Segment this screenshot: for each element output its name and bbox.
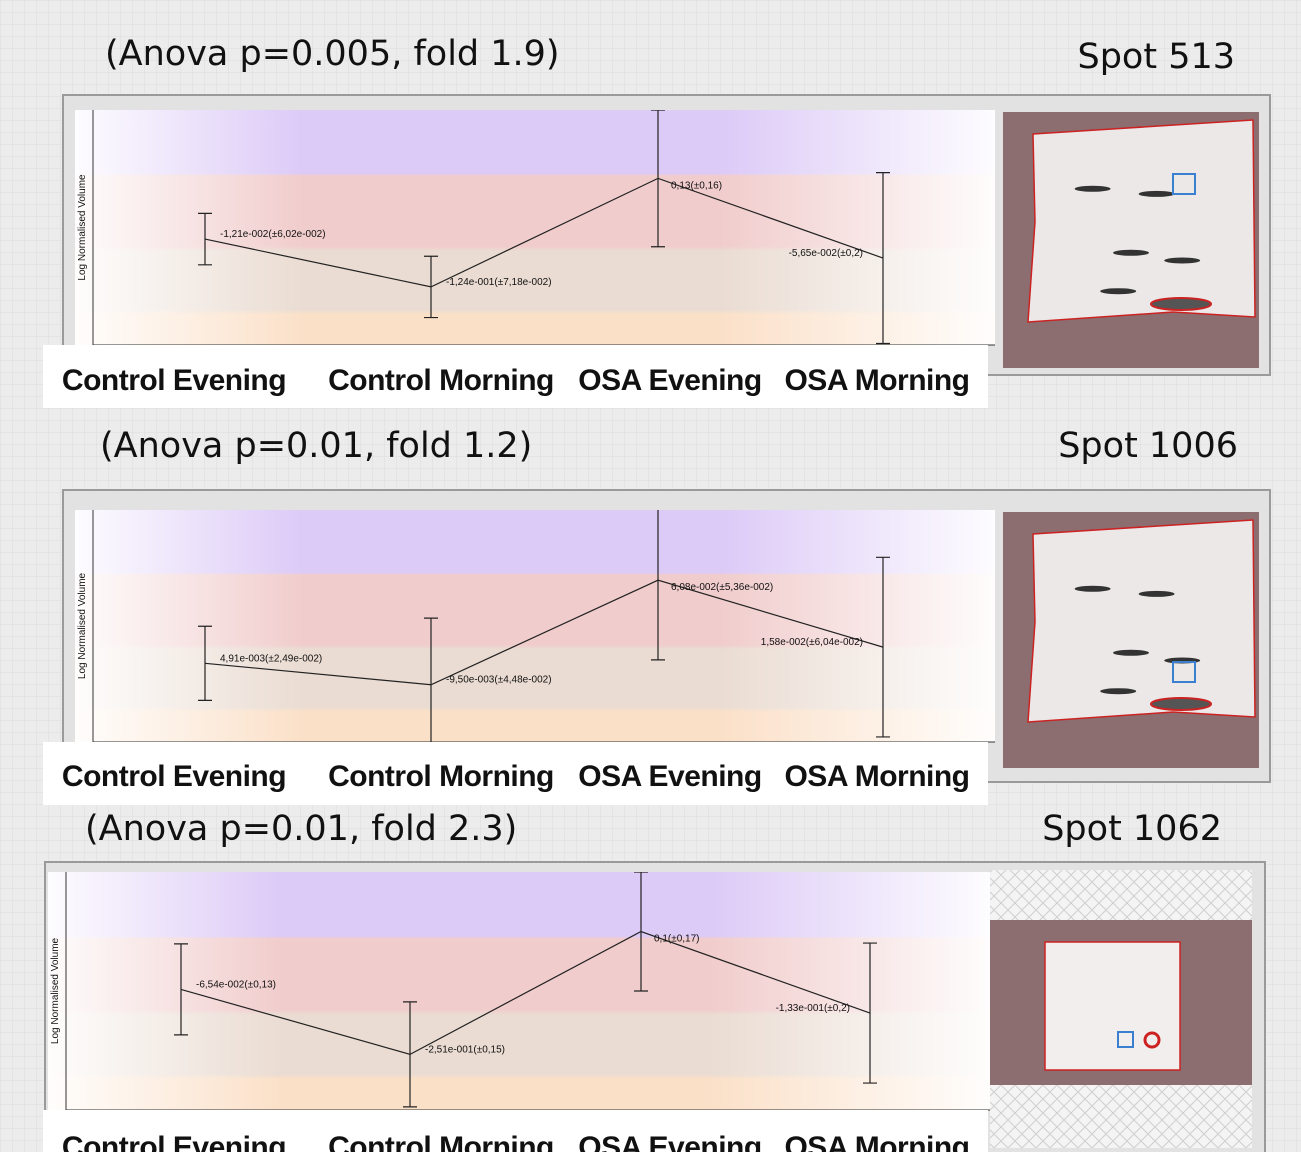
spot-label: Spot 1006: [1058, 426, 1238, 466]
x-tick-label: OSA Evening: [578, 1131, 761, 1152]
value-label: 1,58e-002(±6,04e-002): [761, 637, 863, 648]
x-tick-label: OSA Morning: [784, 364, 969, 397]
x-tick-label: Control Morning: [328, 1131, 554, 1152]
gel-spot: [1139, 191, 1175, 197]
value-label: -9,50e-003(±4,48e-002): [446, 675, 552, 686]
gel-spot: [1164, 257, 1200, 263]
plot-fade: [75, 510, 995, 742]
value-label: -5,65e-002(±0,2): [789, 248, 863, 259]
chart-title: (Anova p=0.005, fold 1.9): [105, 34, 560, 74]
value-label: 4,91e-003(±2,49e-002): [220, 653, 322, 664]
x-tick-label: Control Morning: [328, 364, 554, 397]
x-tick-label: Control Evening: [62, 364, 286, 397]
spot-label: Spot 1062: [1042, 809, 1222, 849]
y-axis-label: Log Normalised Volume: [77, 174, 88, 281]
chart-title: (Anova p=0.01, fold 1.2): [100, 426, 532, 466]
value-label: 6,08e-002(±5,36e-002): [671, 582, 773, 593]
gel-area: [1028, 120, 1255, 322]
plot-fade: [48, 872, 990, 1110]
gel-spot: [1075, 186, 1111, 192]
x-tick-label: Control Evening: [62, 1131, 286, 1152]
value-label: 0,1(±0,17): [654, 934, 700, 945]
gel-area: [1045, 942, 1180, 1070]
gel-spot: [1113, 650, 1149, 656]
x-tick-label: OSA Morning: [784, 1131, 969, 1152]
gel-spot: [1113, 250, 1149, 256]
x-tick-label: Control Morning: [328, 760, 554, 793]
gel-spot: [1139, 591, 1175, 597]
figure: Log Normalised Volume (Anova p=0.005, fol…: [0, 0, 1301, 1152]
gel-spot: [1100, 688, 1136, 694]
gel-spot: [1100, 288, 1136, 294]
x-tick-label: OSA Morning: [784, 760, 969, 793]
y-axis-label: Log Normalised Volume: [77, 572, 88, 679]
spot-marker: [1151, 698, 1211, 710]
chart-title: (Anova p=0.01, fold 2.3): [85, 809, 517, 849]
spot-marker: [1151, 298, 1211, 310]
gel-area: [1028, 520, 1255, 722]
value-label: -1,21e-002(±6,02e-002): [220, 229, 326, 240]
value-label: 0,13(±0,16): [671, 180, 722, 191]
y-axis-label: Log Normalised Volume: [50, 937, 61, 1044]
x-tick-label: OSA Evening: [578, 760, 761, 793]
value-label: -1,24e-001(±7,18e-002): [446, 277, 552, 288]
x-tick-label: Control Evening: [62, 760, 286, 793]
value-label: -2,51e-001(±0,15): [425, 1044, 505, 1055]
value-label: -1,33e-001(±0,2): [776, 1003, 850, 1014]
value-label: -6,54e-002(±0,13): [196, 979, 276, 990]
spot-label: Spot 513: [1078, 37, 1236, 77]
gel-spot: [1075, 586, 1111, 592]
plot-fade: [75, 110, 995, 345]
x-tick-label: OSA Evening: [578, 364, 761, 397]
